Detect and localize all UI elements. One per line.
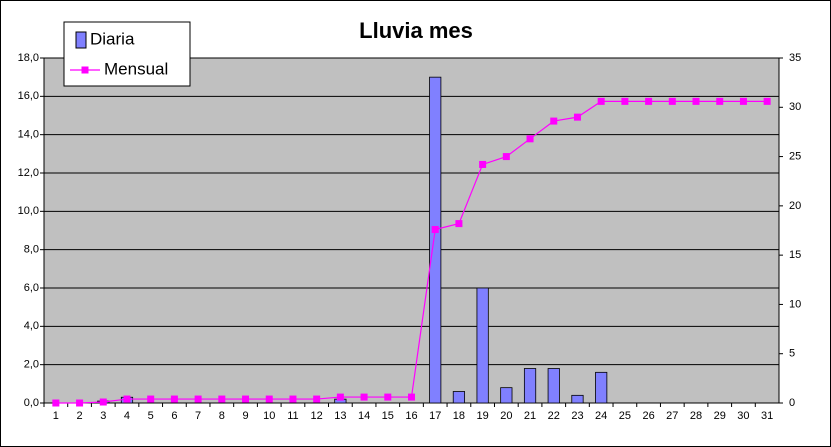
x-tick-label: 25 xyxy=(619,410,631,422)
x-tick-label: 1 xyxy=(53,410,59,422)
marker xyxy=(597,97,605,105)
marker xyxy=(502,153,510,161)
x-tick-label: 30 xyxy=(737,410,749,422)
x-tick-label: 12 xyxy=(311,410,323,422)
legend-label: Diaria xyxy=(90,29,135,48)
marker xyxy=(52,399,60,407)
x-tick-label: 26 xyxy=(642,410,654,422)
y2-tick-label: 30 xyxy=(789,101,801,113)
marker xyxy=(455,220,463,228)
x-tick-label: 14 xyxy=(358,410,370,422)
y-tick-label: 10,0 xyxy=(18,205,39,217)
y-tick-label: 0,0 xyxy=(24,397,39,409)
x-tick-label: 23 xyxy=(571,410,583,422)
marker xyxy=(573,113,581,121)
marker xyxy=(763,97,771,105)
x-tick-label: 9 xyxy=(242,410,248,422)
x-tick-label: 21 xyxy=(524,410,536,422)
y2-tick-label: 20 xyxy=(789,200,801,212)
marker xyxy=(289,395,297,403)
x-tick-label: 20 xyxy=(500,410,512,422)
marker xyxy=(692,97,700,105)
y2-tick-label: 15 xyxy=(789,249,801,261)
y-tick-label: 12,0 xyxy=(18,167,39,179)
x-tick-label: 3 xyxy=(100,410,106,422)
y2-tick-label: 5 xyxy=(789,348,795,360)
marker xyxy=(384,393,392,401)
y-tick-label: 16,0 xyxy=(18,90,39,102)
x-tick-label: 7 xyxy=(195,410,201,422)
y-tick-label: 2,0 xyxy=(24,359,39,371)
plot-area xyxy=(43,57,780,404)
x-tick-label: 29 xyxy=(714,410,726,422)
marker xyxy=(431,226,439,234)
x-tick-label: 8 xyxy=(219,410,225,422)
bar xyxy=(452,391,466,404)
x-tick-label: 31 xyxy=(761,410,773,422)
marker xyxy=(170,395,178,403)
legend-marker xyxy=(81,66,89,74)
x-tick-label: 18 xyxy=(453,410,465,422)
marker xyxy=(739,97,747,105)
marker xyxy=(336,393,344,401)
y-tick-label: 6,0 xyxy=(24,282,39,294)
x-tick-label: 5 xyxy=(148,410,154,422)
x-tick-label: 24 xyxy=(595,410,607,422)
marker xyxy=(550,117,558,125)
x-tick-label: 19 xyxy=(477,410,489,422)
x-tick-label: 11 xyxy=(287,410,298,422)
x-tick-label: 16 xyxy=(405,410,417,422)
marker xyxy=(313,395,321,403)
bar xyxy=(595,371,608,404)
marker xyxy=(76,399,84,407)
marker xyxy=(716,97,724,105)
y-tick-label: 14,0 xyxy=(18,129,39,141)
marker xyxy=(218,395,226,403)
bar xyxy=(500,387,513,404)
x-tick-label: 22 xyxy=(548,410,560,422)
y2-tick-label: 25 xyxy=(789,150,801,162)
bar xyxy=(429,76,442,404)
bar xyxy=(571,394,584,404)
y-tick-label: 8,0 xyxy=(24,244,39,256)
x-tick-label: 28 xyxy=(690,410,702,422)
y2-tick-label: 0 xyxy=(789,397,795,409)
marker xyxy=(360,393,368,401)
y-tick-label: 4,0 xyxy=(24,320,39,332)
marker xyxy=(645,97,653,105)
y2-tick-label: 10 xyxy=(789,298,801,310)
x-tick-label: 15 xyxy=(382,410,394,422)
marker xyxy=(99,398,107,406)
y-tick-label: 18,0 xyxy=(18,52,39,64)
x-tick-label: 2 xyxy=(77,410,83,422)
x-tick-label: 4 xyxy=(124,410,130,422)
legend-label: Mensual xyxy=(104,59,168,78)
marker xyxy=(526,135,534,143)
x-tick-label: 10 xyxy=(263,410,275,422)
marker xyxy=(194,395,202,403)
marker xyxy=(242,395,250,403)
marker xyxy=(265,395,273,403)
bar xyxy=(523,368,537,404)
marker xyxy=(408,393,415,401)
x-tick-label: 27 xyxy=(666,410,678,422)
bar xyxy=(476,287,489,404)
marker xyxy=(479,160,487,168)
marker xyxy=(147,395,155,403)
legend-swatch xyxy=(75,31,87,49)
x-tick-label: 13 xyxy=(334,410,346,422)
marker xyxy=(621,97,629,105)
bar xyxy=(547,368,560,404)
x-tick-label: 17 xyxy=(429,410,441,422)
y2-tick-label: 35 xyxy=(789,52,801,64)
marker xyxy=(123,395,131,403)
x-tick-label: 6 xyxy=(171,410,177,422)
chart-title: Lluvia mes xyxy=(359,18,473,43)
marker xyxy=(668,97,676,105)
